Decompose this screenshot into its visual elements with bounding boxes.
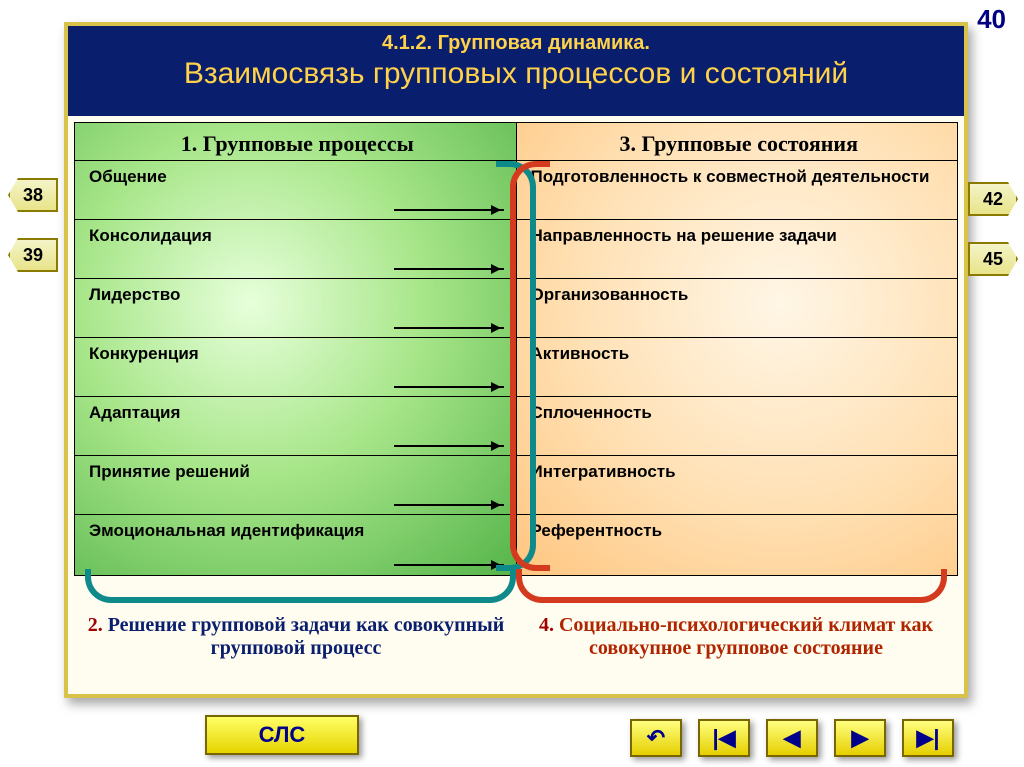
cell-text: Эмоциональная идентификация xyxy=(89,521,364,541)
table-row: Конкуренция Активность xyxy=(75,338,957,397)
cell-right: Подготовленность к совместной деятельнос… xyxy=(517,161,958,219)
summary-left: 2. Решение групповой задачи как совокупн… xyxy=(76,614,516,660)
summary-left-num: 2. xyxy=(88,614,103,636)
cell-left: Принятие решений xyxy=(75,456,517,514)
col-right-title: 3. Групповые состояния xyxy=(517,123,958,160)
cell-left: Эмоциональная идентификация xyxy=(75,515,517,574)
first-button[interactable]: |◀ xyxy=(698,719,750,757)
comparison-table: 1. Групповые процессы 3. Групповые состо… xyxy=(74,122,958,576)
cell-right: Направленность на решение задачи xyxy=(517,220,958,278)
cell-right: Сплоченность xyxy=(517,397,958,455)
cell-right: Референтность xyxy=(517,515,958,574)
cell-left: Консолидация xyxy=(75,220,517,278)
table-row: Лидерство Организованность xyxy=(75,279,957,338)
cell-text: Конкуренция xyxy=(89,344,199,364)
summary-right-text: Социально-психологический климат как сов… xyxy=(559,614,933,659)
arrow-icon xyxy=(394,445,504,447)
cell-text: Адаптация xyxy=(89,403,180,423)
summary-right: 4. Социально-психологический климат как … xyxy=(516,614,956,660)
header-title: Взаимосвязь групповых процессов и состоя… xyxy=(68,57,964,91)
table-row: Принятие решений Интегративность xyxy=(75,456,957,515)
summary-row: 2. Решение групповой задачи как совокупн… xyxy=(76,614,956,660)
last-button[interactable]: ▶| xyxy=(902,719,954,757)
horizontal-brace-left-icon xyxy=(85,569,516,603)
cell-text: Общение xyxy=(89,167,167,187)
cell-left: Лидерство xyxy=(75,279,517,337)
nav-button-45[interactable]: 45 xyxy=(968,242,1018,276)
summary-right-num: 4. xyxy=(539,614,554,636)
slide-card: 4.1.2. Групповая динамика. Взаимосвязь г… xyxy=(64,22,968,698)
cell-left: Адаптация xyxy=(75,397,517,455)
footer-controls: СЛС ↶ |◀ ◀ ▶ ▶| xyxy=(0,709,1024,757)
table-row: Общение Подготовленность к совместной де… xyxy=(75,161,957,220)
cell-text: Лидерство xyxy=(89,285,180,305)
table-row: Эмоциональная идентификация Референтност… xyxy=(75,515,957,574)
table-row: Консолидация Направленность на решение з… xyxy=(75,220,957,279)
header-subtitle: 4.1.2. Групповая динамика. xyxy=(68,32,964,55)
cell-text: Консолидация xyxy=(89,226,212,246)
arrow-icon xyxy=(394,386,504,388)
slide-header: 4.1.2. Групповая динамика. Взаимосвязь г… xyxy=(68,26,964,116)
arrow-icon xyxy=(394,209,504,211)
cell-right: Организованность xyxy=(517,279,958,337)
sls-button[interactable]: СЛС xyxy=(205,715,359,755)
nav-button-42[interactable]: 42 xyxy=(968,182,1018,216)
arrow-icon xyxy=(394,564,504,566)
arrow-icon xyxy=(394,504,504,506)
page-number: 40 xyxy=(977,4,1006,35)
cell-text: Принятие решений xyxy=(89,462,250,482)
summary-left-text: Решение групповой задачи как совокупный … xyxy=(108,614,505,659)
arrow-icon xyxy=(394,327,504,329)
cell-right: Интегративность xyxy=(517,456,958,514)
cell-right: Активность xyxy=(517,338,958,396)
back-button[interactable]: ↶ xyxy=(630,719,682,757)
next-button[interactable]: ▶ xyxy=(834,719,886,757)
cell-left: Конкуренция xyxy=(75,338,517,396)
cell-left: Общение xyxy=(75,161,517,219)
table-row: Адаптация Сплоченность xyxy=(75,397,957,456)
table-header-row: 1. Групповые процессы 3. Групповые состо… xyxy=(75,123,957,161)
nav-button-39[interactable]: 39 xyxy=(8,238,58,272)
col-left-title: 1. Групповые процессы xyxy=(75,123,517,160)
nav-button-38[interactable]: 38 xyxy=(8,178,58,212)
arrow-icon xyxy=(394,268,504,270)
prev-button[interactable]: ◀ xyxy=(766,719,818,757)
horizontal-brace-right-icon xyxy=(516,569,947,603)
